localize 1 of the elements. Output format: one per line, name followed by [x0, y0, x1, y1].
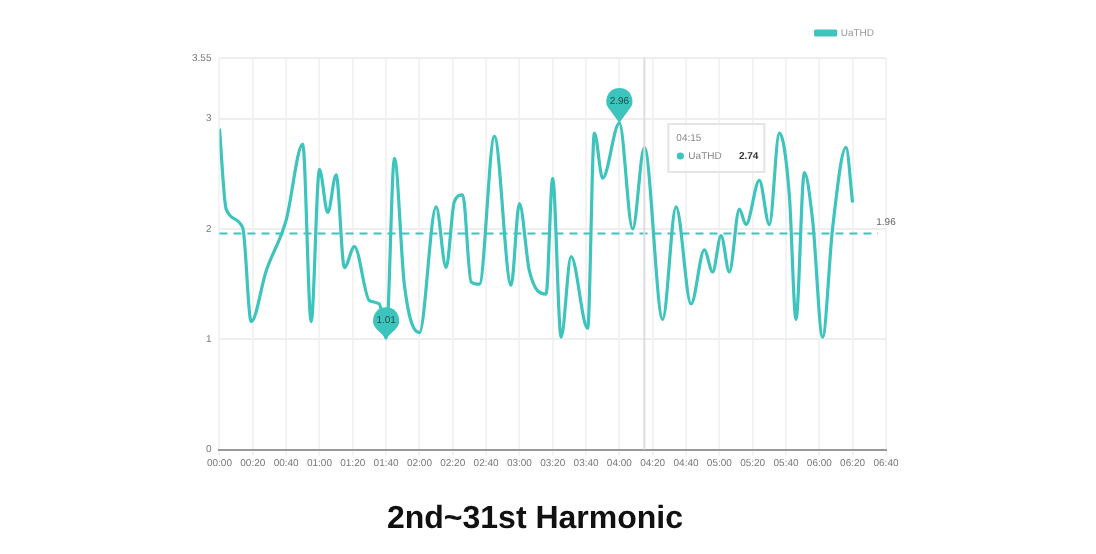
text: 2nd~31st Harmonic — [386, 501, 684, 536]
